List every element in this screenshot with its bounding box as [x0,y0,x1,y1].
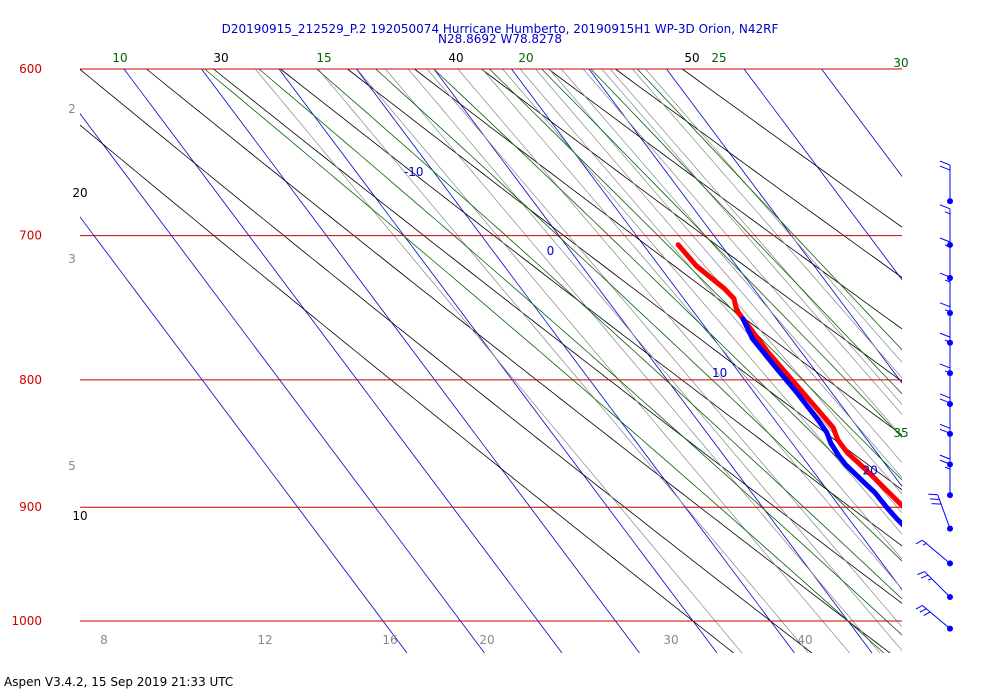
isotherm-line [356,68,795,653]
dry-adiabat-line [213,68,902,604]
moist-adiabat-label: 15 [316,51,331,65]
dry-adiabat-line [80,124,734,653]
moist-adiabat-line [489,68,902,481]
isotherm-line [743,68,902,281]
isotherm-label: 0 [547,244,555,258]
pressure-tick-label: 1000 [11,614,42,628]
moist-adiabat-label: 20 [518,51,533,65]
isotherm-line [588,68,902,487]
mixing-ratio-line [457,68,902,590]
dry-adiabat-line [146,68,891,653]
mixing-ratio-line [385,68,881,653]
wind-barb [915,539,953,567]
dry-adiabat-line [347,68,902,491]
mixing-ratio-label: 8 [100,633,108,647]
mixing-ratio-label: 3 [68,252,76,266]
chart-title-line-1: D20190915_212529_P.2 192050074 Hurricane… [221,22,779,36]
isotherm-label: 10 [712,366,727,380]
dewpoint-trace [740,316,902,528]
isotherm-line [666,68,902,384]
moist-adiabat-line [590,68,902,395]
mixing-ratio-label: 20 [479,633,494,647]
mixing-ratio-line [407,68,902,652]
mixing-ratio-line [582,68,902,438]
isotherm-line [123,68,563,653]
mixing-ratio-line [356,68,850,653]
moist-adiabat-line [375,68,902,562]
dry-adiabat-line [414,68,902,436]
dry-adiabat-label: 20 [72,186,87,200]
dry-adiabat-label: 10 [72,509,87,523]
moist-adiabat-line [541,68,902,438]
isotherm-line [80,216,408,653]
moist-adiabat-line [258,68,902,636]
pressure-tick-label: 700 [19,229,42,243]
dry-adiabat-line [481,68,902,382]
mixing-ratio-line [609,68,902,405]
wind-barb [939,204,953,248]
mixing-ratio-label: 2 [68,102,76,116]
pressure-tick-label: 800 [19,373,42,387]
wind-barb [939,160,953,205]
moist-adiabat-line [433,68,902,522]
pressure-tick-label: 900 [19,500,42,514]
mixing-ratio-line [255,68,743,653]
mixing-ratio-line [535,68,902,495]
dry-adiabat-line [615,68,902,278]
wind-barb [939,302,953,346]
wind-barbs [915,160,953,632]
pressure-tick-label: 600 [19,62,42,76]
mixing-ratio-label: 30 [663,633,678,647]
profile-series [675,242,902,528]
mixing-ratio-line [481,68,902,560]
temperature-trace [675,242,902,510]
dry-adiabat-label: 40 [448,51,463,65]
moist-adiabat-line [316,68,902,600]
isotherm-line [433,68,873,653]
moist-adiabat-line [204,68,885,653]
dry-adiabat-line [280,68,902,547]
dry-adiabat-line [548,68,902,330]
wind-barb [939,423,953,468]
isotherm-line [201,68,640,653]
isotherm-label: 20 [863,464,878,478]
mixing-ratio-line [632,68,902,379]
isotherm-line [80,113,485,653]
isotherm-line [511,68,902,591]
wind-barb [915,605,953,632]
wind-barb [939,332,953,377]
mixing-ratio-label: 5 [68,459,76,473]
moist-adiabat-label: 30 [893,56,908,70]
dry-adiabat-label: 50 [684,51,699,65]
footer-version-text: Aspen V3.4.2, 15 Sep 2019 21:33 UTC [4,675,234,689]
moist-adiabat-line [637,68,902,351]
mixing-ratio-label: 12 [257,633,272,647]
isobars [80,68,902,622]
mixing-ratio-line [548,68,902,479]
wind-barb [939,454,953,499]
dry-adiabat-line [682,68,902,228]
mixing-ratio-line [426,68,902,628]
dry-adiabat-label: 30 [213,51,228,65]
chart-title-line-2: N28.8692 W78.8278 [438,32,562,46]
mixing-ratio-label: 40 [797,633,812,647]
mixing-ratio-line [502,68,902,535]
mixing-ratio-line [561,68,902,464]
moist-adiabat-label: 35 [893,426,908,440]
dry-adiabat-line [80,68,813,653]
mixing-ratio-line [519,68,902,514]
moist-adiabat-label: 25 [711,51,726,65]
mixing-ratio-label: 16 [382,633,397,647]
wind-barb [917,571,953,601]
isotherm-label: -10 [404,165,424,179]
wind-barb [928,493,953,532]
isotherm-line [821,68,902,178]
moist-adiabat-label: 10 [112,51,127,65]
chart-grid [80,68,902,653]
axis-labels: 600 700 800 900 1000 -10 0 10 20 30 10 20 30 40 50 10 15… [11,51,908,647]
